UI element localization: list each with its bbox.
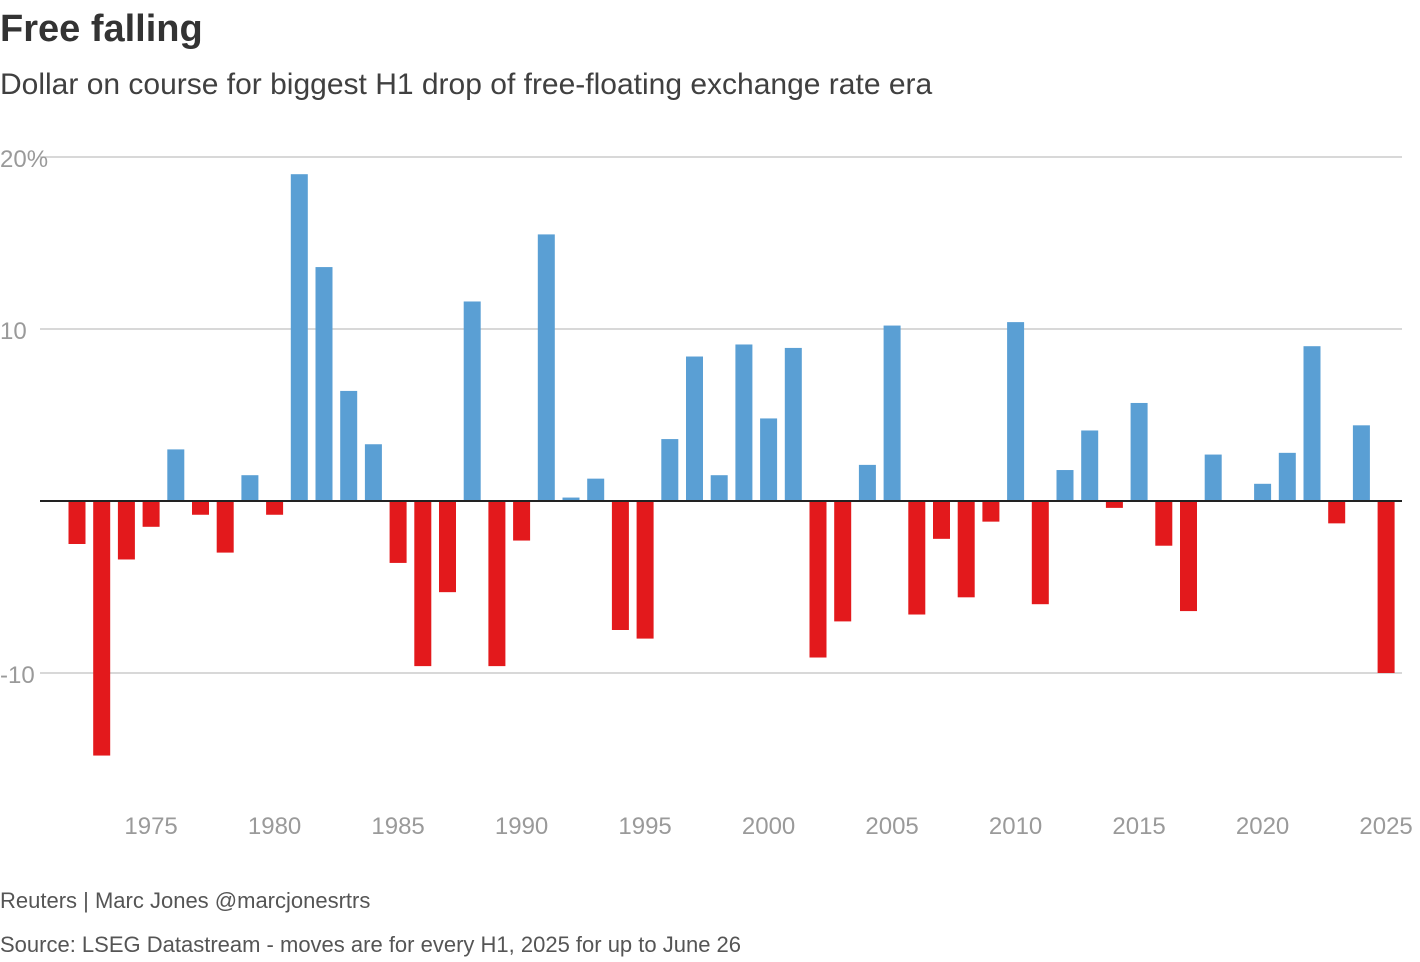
x-tick-label: 2000 [742, 813, 795, 840]
bar-1995 [636, 501, 654, 639]
source-note: Source: LSEG Datastream - moves are for … [0, 932, 742, 957]
bar-chart: 20% 10 -10 1975 1980 1985 1990 1995 2000 2005 201… [0, 146, 1413, 840]
bar-2008 [957, 501, 975, 598]
bar-2003 [834, 501, 852, 622]
bar-1991 [537, 234, 555, 501]
bar-2013 [1081, 430, 1099, 501]
bars [68, 174, 1395, 756]
bar-1986 [414, 501, 432, 667]
bar-2023 [1328, 501, 1346, 524]
bar-2018 [1204, 454, 1222, 501]
bar-2021 [1278, 452, 1296, 501]
x-tick-label: 1990 [495, 813, 548, 840]
x-tick-label: 1975 [124, 813, 177, 840]
bar-2005 [883, 325, 901, 501]
bar-2020 [1254, 483, 1272, 501]
bar-2010 [1007, 322, 1025, 501]
bar-1996 [661, 439, 679, 501]
bar-2016 [1155, 501, 1173, 546]
bar-2014 [1105, 501, 1123, 508]
bar-2000 [760, 418, 778, 501]
bar-1997 [686, 356, 703, 501]
bar-1978 [216, 501, 234, 553]
bar-1990 [513, 501, 531, 541]
x-tick-label: 2025 [1359, 813, 1412, 840]
bar-2009 [982, 501, 1000, 522]
bar-2002 [809, 501, 827, 658]
gridlines: 20% 10 -10 [0, 146, 1402, 689]
bar-1987 [439, 501, 456, 593]
x-tick-label: 2010 [989, 813, 1042, 840]
chart-title: Free falling [0, 8, 203, 50]
bar-1977 [192, 501, 209, 515]
bar-1974 [117, 501, 135, 560]
bar-1975 [142, 501, 160, 527]
bar-2024 [1352, 425, 1370, 501]
bar-1981 [290, 174, 308, 501]
bar-1989 [488, 501, 506, 667]
y-tick-label: 10 [0, 318, 27, 345]
axes: 1975 1980 1985 1990 1995 2000 2005 2010 2015 2020… [40, 500, 1413, 840]
bar-2007 [933, 501, 950, 539]
bar-2012 [1056, 470, 1074, 501]
x-tick-label: 2005 [865, 813, 918, 840]
bar-1976 [167, 449, 185, 501]
bar-1979 [241, 475, 259, 501]
bar-1994 [611, 501, 629, 630]
x-tick-label: 2020 [1236, 813, 1289, 840]
x-tick-label: 1995 [618, 813, 671, 840]
bar-2006 [908, 501, 926, 615]
bar-1988 [463, 301, 481, 501]
bar-2004 [858, 464, 876, 501]
bar-1992 [562, 497, 580, 501]
bar-2022 [1303, 346, 1321, 501]
x-tick-label: 1985 [371, 813, 424, 840]
bar-1983 [340, 390, 358, 501]
bar-1998 [710, 475, 728, 501]
chart-subtitle: Dollar on course for biggest H1 drop of … [0, 68, 933, 101]
bar-1984 [364, 444, 382, 501]
bar-1972 [68, 501, 86, 544]
bar-1980 [266, 501, 284, 515]
y-tick-label: 20% [0, 146, 48, 173]
credit-line: Reuters | Marc Jones @marcjonesrtrs [0, 888, 371, 913]
bar-1982 [315, 267, 333, 501]
x-tick-label: 2015 [1112, 813, 1165, 840]
x-tick-label: 1980 [248, 813, 301, 840]
bar-1985 [389, 501, 407, 563]
bar-2017 [1180, 501, 1197, 612]
bar-1993 [587, 478, 605, 501]
y-tick-label: -10 [0, 662, 35, 689]
bar-2015 [1130, 402, 1148, 501]
bar-2001 [784, 347, 802, 501]
bar-1999 [735, 344, 753, 501]
bar-1973 [93, 501, 111, 756]
bar-2011 [1031, 501, 1049, 605]
bar-2025 [1377, 501, 1395, 673]
